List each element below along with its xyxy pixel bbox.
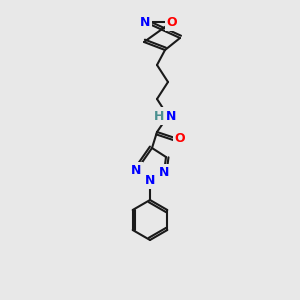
Text: H: H (154, 110, 164, 122)
Text: N: N (159, 167, 169, 179)
Text: N: N (131, 164, 141, 178)
Text: N: N (166, 110, 176, 122)
Text: O: O (167, 16, 177, 28)
Text: N: N (140, 16, 150, 28)
Text: O: O (175, 131, 185, 145)
Text: N: N (145, 173, 155, 187)
